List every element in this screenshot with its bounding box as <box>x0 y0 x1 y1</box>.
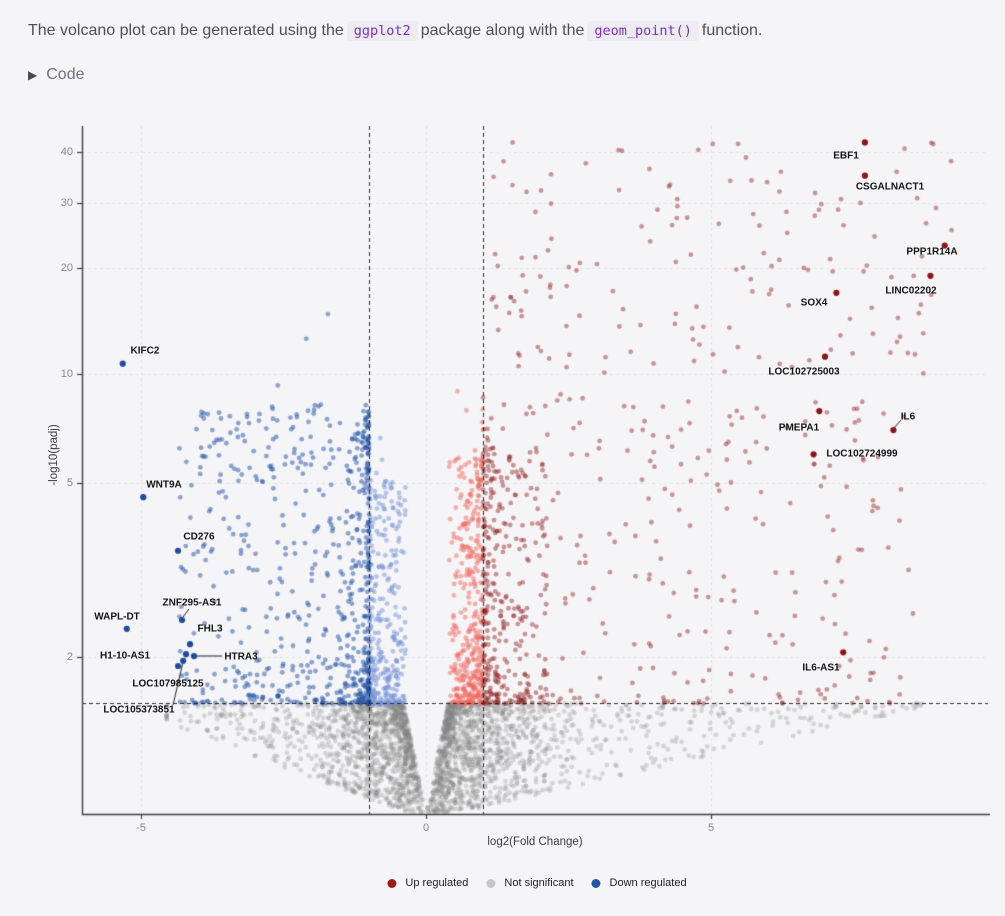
legend-dot-icon <box>486 878 496 888</box>
triangle-right-icon: ▶ <box>28 68 38 82</box>
intro-text-before: The volcano plot can be generated using … <box>28 22 344 39</box>
legend-label: Down regulated <box>609 877 687 889</box>
inline-code-geom-point: geom_point() <box>587 21 699 41</box>
intro-text: The volcano plot can be generated using … <box>28 18 988 44</box>
code-disclosure-label: Code <box>46 66 85 83</box>
y-axis-title: -log10(padj) <box>48 424 60 486</box>
legend-label: Up regulated <box>405 877 469 889</box>
x-axis-title: log2(Fold Change) <box>487 836 583 848</box>
legend-label: Not significant <box>504 877 574 889</box>
plot-legend: Up regulated Not significant Down regulate… <box>387 877 687 889</box>
legend-dot-icon <box>591 878 601 888</box>
legend-item-not-significant: Not significant <box>486 877 574 889</box>
inline-code-ggplot2: ggplot2 <box>346 21 418 41</box>
legend-item-down-regulated: Down regulated <box>591 877 687 889</box>
intro-text-middle: package along with the <box>420 22 585 39</box>
intro-text-after: function. <box>701 22 763 39</box>
legend-item-up-regulated: Up regulated <box>387 877 468 889</box>
code-disclosure[interactable]: ▶ Code <box>28 66 84 84</box>
legend-dot-icon <box>387 878 397 888</box>
